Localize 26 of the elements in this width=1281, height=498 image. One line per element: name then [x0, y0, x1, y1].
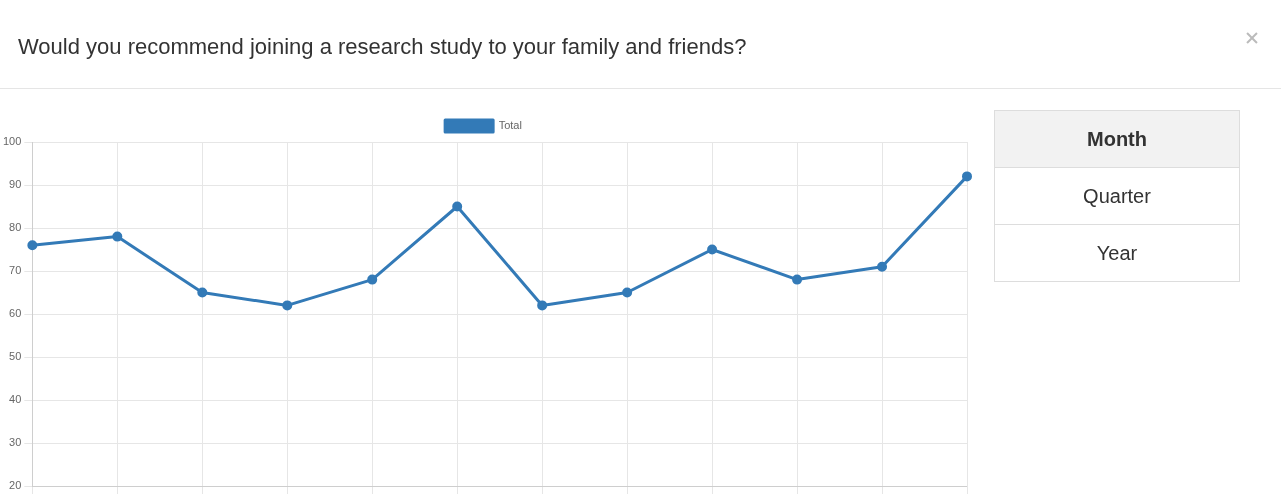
point — [367, 274, 378, 285]
y-tick-label: 100 — [2, 135, 22, 148]
point — [452, 201, 463, 212]
y-tick-label: 30 — [9, 436, 22, 449]
chart-title: Would you recommend joining a research study to your family and friends? — [18, 34, 747, 60]
point — [962, 171, 972, 182]
point — [537, 300, 548, 311]
text: Quarter — [994, 167, 1240, 225]
point — [112, 231, 123, 242]
y-tick-label: 70 — [9, 264, 22, 277]
point — [282, 300, 293, 311]
legend-label: Total — [498, 119, 522, 132]
y-tick-label: 50 — [9, 350, 22, 363]
point — [622, 287, 633, 298]
y-tick-label: 40 — [9, 393, 22, 406]
y-tick-label: 80 — [9, 221, 22, 234]
text: Year — [994, 224, 1240, 282]
y-tick-label: 60 — [9, 307, 22, 320]
text: Month — [994, 110, 1240, 168]
point — [27, 240, 38, 251]
point — [792, 274, 803, 285]
y-tick-label: 90 — [9, 178, 22, 191]
point — [877, 261, 888, 272]
point — [197, 287, 208, 298]
point — [707, 244, 718, 255]
y-tick-label: 20 — [9, 479, 22, 492]
